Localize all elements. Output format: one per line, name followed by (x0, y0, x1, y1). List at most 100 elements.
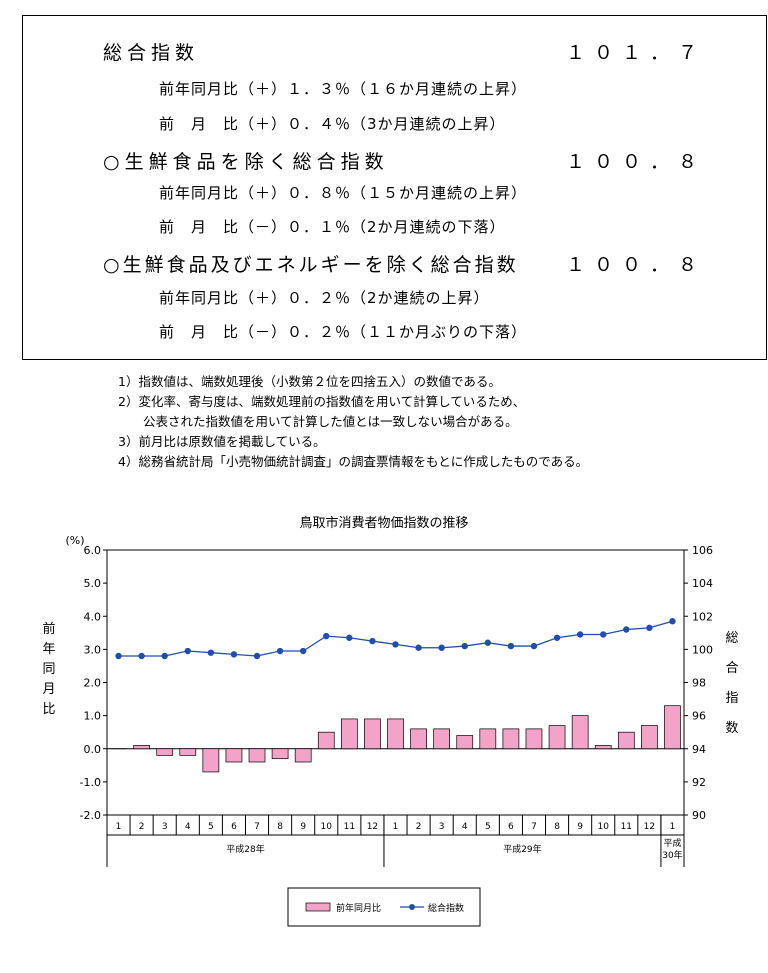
item-2-value: １００．８ (566, 151, 707, 173)
y2-tick-label: 106 (692, 544, 713, 557)
y2-tick-label: 94 (692, 743, 706, 756)
y-axis-label: 前年同月比 (42, 622, 56, 717)
bar (248, 748, 266, 763)
bar (202, 748, 220, 773)
category-label: 1 (670, 822, 676, 832)
year-group-label: 平成29年 (503, 843, 541, 855)
category-label: 7 (531, 822, 537, 832)
y2-tick-label: 96 (692, 710, 706, 723)
legend-bar-swatch (305, 902, 331, 912)
bar (317, 731, 335, 750)
bar (641, 725, 658, 750)
bar (410, 728, 427, 750)
item-1-label: 総合指数 (103, 42, 200, 64)
y-tick-label: -1.0 (80, 776, 101, 789)
y-tick-label: 1.0 (84, 710, 102, 723)
item-1-value: １０１．７ (566, 42, 707, 64)
year-group-label: 平成28年 (226, 843, 264, 855)
index-point (576, 631, 584, 638)
category-label: 5 (208, 822, 214, 832)
index-point (115, 652, 122, 660)
index-point (669, 618, 676, 625)
category-label: 6 (508, 822, 514, 832)
bar (525, 728, 543, 750)
index-line (118, 620, 673, 657)
bar (456, 735, 474, 750)
legend-line-label: 総合指数 (428, 902, 464, 914)
notes: 1）指数値は、端数処理後（小数第２位を四捨五入）の数値である。 2）変化率、寄与… (118, 372, 588, 472)
bar (294, 748, 312, 763)
bar (225, 748, 243, 763)
category-label: 5 (485, 822, 491, 832)
category-label: 3 (439, 822, 445, 832)
category-label: 11 (621, 822, 632, 832)
y-tick-label: 2.0 (84, 677, 102, 690)
item-1-yoy: 前年同月比（＋）１．３％（１６か月連続の上昇） (159, 80, 528, 98)
index-point (253, 652, 261, 660)
note-1: 1）指数値は、端数処理後（小数第２位を四捨五入）の数値である。 (118, 374, 501, 389)
bar (133, 745, 150, 750)
y2-tick-label: 100 (692, 643, 713, 656)
category-label: 1 (116, 822, 122, 832)
y2-tick-label: 98 (692, 677, 706, 690)
year-group-label: 30年 (662, 849, 682, 861)
item-3-label: ○生鮮食品及びエネルギーを除く総合指数 (103, 254, 519, 276)
y-tick-label: 6.0 (84, 544, 102, 557)
category-label: 12 (367, 822, 378, 832)
bar (433, 728, 451, 750)
category-label: 6 (231, 822, 237, 832)
y-tick-label: 0.0 (84, 743, 102, 756)
y-tick-label: 5.0 (84, 577, 102, 590)
plot-area (106, 549, 685, 816)
y2-tick-label: 92 (692, 776, 706, 789)
item-2-yoy: 前年同月比（＋）０．８％（１５か月連続の上昇） (159, 184, 528, 202)
index-point (392, 641, 399, 648)
note-3: 公表された指数値を用いて計算した値とは一致しない場合がある。 (118, 414, 518, 429)
category-label: 8 (277, 822, 283, 832)
y2-tick-label: 90 (692, 809, 706, 822)
category-label: 9 (300, 822, 306, 832)
item-1-mom: 前 月 比（＋）０．４％（3か月連続の上昇） (159, 115, 506, 133)
bar (571, 715, 589, 750)
index-point (461, 642, 468, 650)
legend-bar-label: 前年同月比 (336, 902, 381, 914)
index-point (184, 647, 191, 655)
category-label: 1 (393, 822, 399, 832)
note-2: 2）変化率、寄与度は、端数処理前の指数値を用いて計算しているため、 (118, 394, 526, 409)
bar (179, 748, 197, 756)
category-label: 10 (321, 822, 333, 832)
bar (502, 728, 520, 750)
index-point (623, 626, 630, 633)
index-point (484, 639, 492, 646)
category-label: 12 (644, 822, 655, 832)
note-4: 3）前月比は原数値を掲載している。 (118, 434, 326, 449)
category-label: 4 (462, 822, 468, 832)
category-label: 11 (344, 822, 355, 832)
index-point (299, 647, 307, 655)
index-point (600, 631, 607, 638)
category-label: 7 (254, 822, 260, 832)
year-group-label: 平成 (663, 837, 681, 849)
bar (340, 718, 358, 750)
index-point (415, 644, 422, 651)
index-point (346, 634, 353, 641)
legend-line-marker (409, 904, 415, 910)
y-tick-label: 3.0 (84, 643, 102, 656)
y2-tick-label: 102 (692, 610, 713, 623)
bar (548, 725, 566, 750)
y-unit-label: (%) (65, 534, 84, 547)
bar (479, 728, 497, 750)
bar (387, 718, 404, 750)
y2-tick-label: 104 (692, 577, 713, 590)
index-point (530, 642, 538, 650)
chart-title: 鳥取市消費者物価指数の推移 (299, 516, 469, 531)
bar (664, 705, 681, 750)
note-5: 4）総務省統計局「小売物価統計調査」の調査票情報をもとに作成したものである。 (118, 454, 589, 469)
item-2-label: ○生鮮食品を除く総合指数 (103, 151, 389, 173)
bar (156, 748, 174, 756)
item-3-value: １００．８ (566, 254, 707, 276)
index-point (230, 651, 238, 658)
category-label: 2 (416, 822, 422, 832)
index-point (323, 632, 330, 640)
category-label: 10 (597, 822, 609, 832)
